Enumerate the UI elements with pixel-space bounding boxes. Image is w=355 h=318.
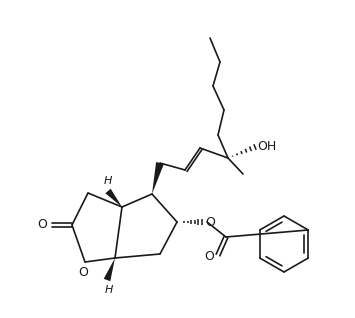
Polygon shape	[104, 258, 115, 281]
Text: O: O	[205, 216, 215, 229]
Text: H: H	[105, 285, 113, 295]
Polygon shape	[105, 189, 122, 207]
Polygon shape	[152, 162, 164, 194]
Text: OH: OH	[257, 141, 277, 154]
Text: O: O	[37, 218, 47, 232]
Text: O: O	[78, 266, 88, 279]
Text: H: H	[104, 176, 112, 186]
Text: O: O	[204, 251, 214, 264]
